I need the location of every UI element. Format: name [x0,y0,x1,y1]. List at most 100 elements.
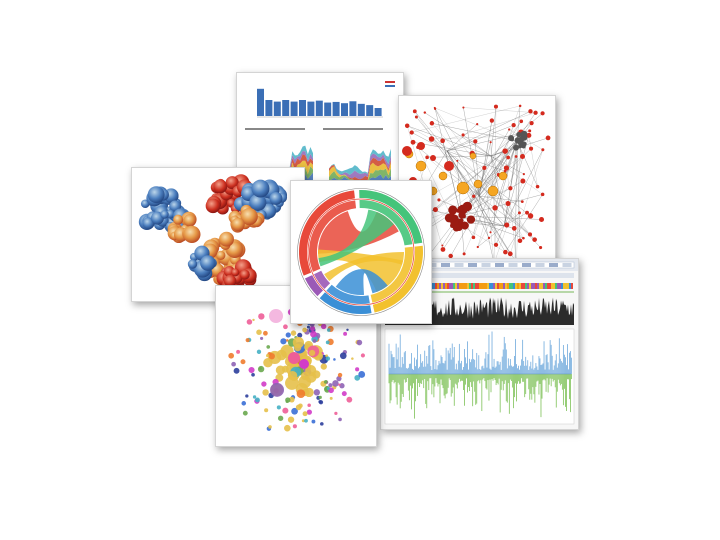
dashboard-bar [273,101,281,116]
annotation-block [493,283,495,289]
cluster-node [248,366,255,374]
network-node [458,218,464,223]
cluster-node [262,389,269,396]
network-node [493,104,498,109]
annotation-block [473,283,475,289]
dashboard-bar [357,103,365,116]
area-layer [329,168,391,183]
cluster-node [325,356,331,361]
network-edge [431,123,535,240]
network-edge [460,215,542,220]
cluster-node [285,332,291,338]
chord-inner-arc [326,284,370,304]
cluster-node [329,396,333,400]
annotation-block [535,283,537,289]
cluster-node [259,367,262,370]
network-hub-node [415,160,427,172]
chord-inner-arc [370,246,413,303]
annotation-block [471,283,473,289]
cluster-node [310,325,316,331]
dashboard-bar [307,101,315,116]
network-edge [417,147,455,223]
network-node [513,144,519,151]
network-edge [503,149,543,227]
cluster-node [304,418,308,423]
cluster-node [309,349,316,357]
cluster-node [242,410,248,416]
dashboard-bar [257,88,264,116]
cluster-node [323,379,328,384]
annotation-block [463,283,465,289]
network-node [522,145,526,149]
annotation-block [559,283,561,289]
protein-structure-thumbnail [131,167,305,302]
dashboard-bar [341,103,348,116]
ruler-segment [441,263,450,267]
protein-domain-blue [249,193,267,211]
annotation-block [433,283,435,289]
cluster-node [355,367,360,372]
cluster-node [246,319,253,325]
network-edge [460,148,532,217]
network-node [528,109,533,114]
network-node [404,123,410,128]
annotation-block [495,283,497,289]
network-edge [438,199,505,227]
network-node [489,141,492,144]
network-node [492,205,498,211]
annotation-line [385,291,574,293]
network-node [545,135,551,141]
network-node [520,178,526,184]
network-edge [446,123,478,152]
network-node [541,148,545,152]
network-edge [434,107,480,197]
network-node [452,224,461,232]
network-edge [442,112,536,141]
annotation-block [563,283,565,289]
network-edge [477,225,505,248]
network-edge [478,112,536,197]
network-node [457,205,464,212]
annotation-block [489,283,491,289]
chord-ring [307,198,415,306]
network-node [503,249,508,255]
annotation-block [523,283,525,289]
network-edge [446,111,531,152]
protein-hinge [231,217,245,232]
network-node [402,146,412,156]
annotation-block [469,283,471,289]
cluster-node [256,329,262,335]
area-layer [251,150,313,180]
area-layer [329,153,391,180]
network-node [449,205,454,211]
chord-ribbon [318,209,394,267]
ruler-segment [481,263,491,267]
area-layer [251,154,313,181]
network-node [425,155,429,160]
annotation-block [531,283,533,289]
network-node [505,201,511,207]
network-edge [484,167,524,239]
cluster-node [337,372,343,378]
network-node [423,111,427,114]
cluster-node [351,357,354,360]
network-node [462,252,466,256]
annotation-block [537,283,539,289]
network-edge [490,140,518,233]
network-node [514,155,518,158]
cluster-node [295,404,302,411]
annotation-block [553,283,555,289]
annotation-block [545,283,547,289]
protein-domain-blue [160,210,169,219]
cluster-node [318,395,322,399]
chord-outer-arc [299,190,355,276]
cluster-node [233,367,240,374]
network-node [504,222,510,228]
cluster-node [276,405,281,410]
network-node [489,118,495,123]
cluster-node [306,325,310,329]
network-node [409,130,414,135]
network-edge [484,121,522,168]
network-node [508,186,513,191]
protein-structure-graphic [132,168,304,301]
